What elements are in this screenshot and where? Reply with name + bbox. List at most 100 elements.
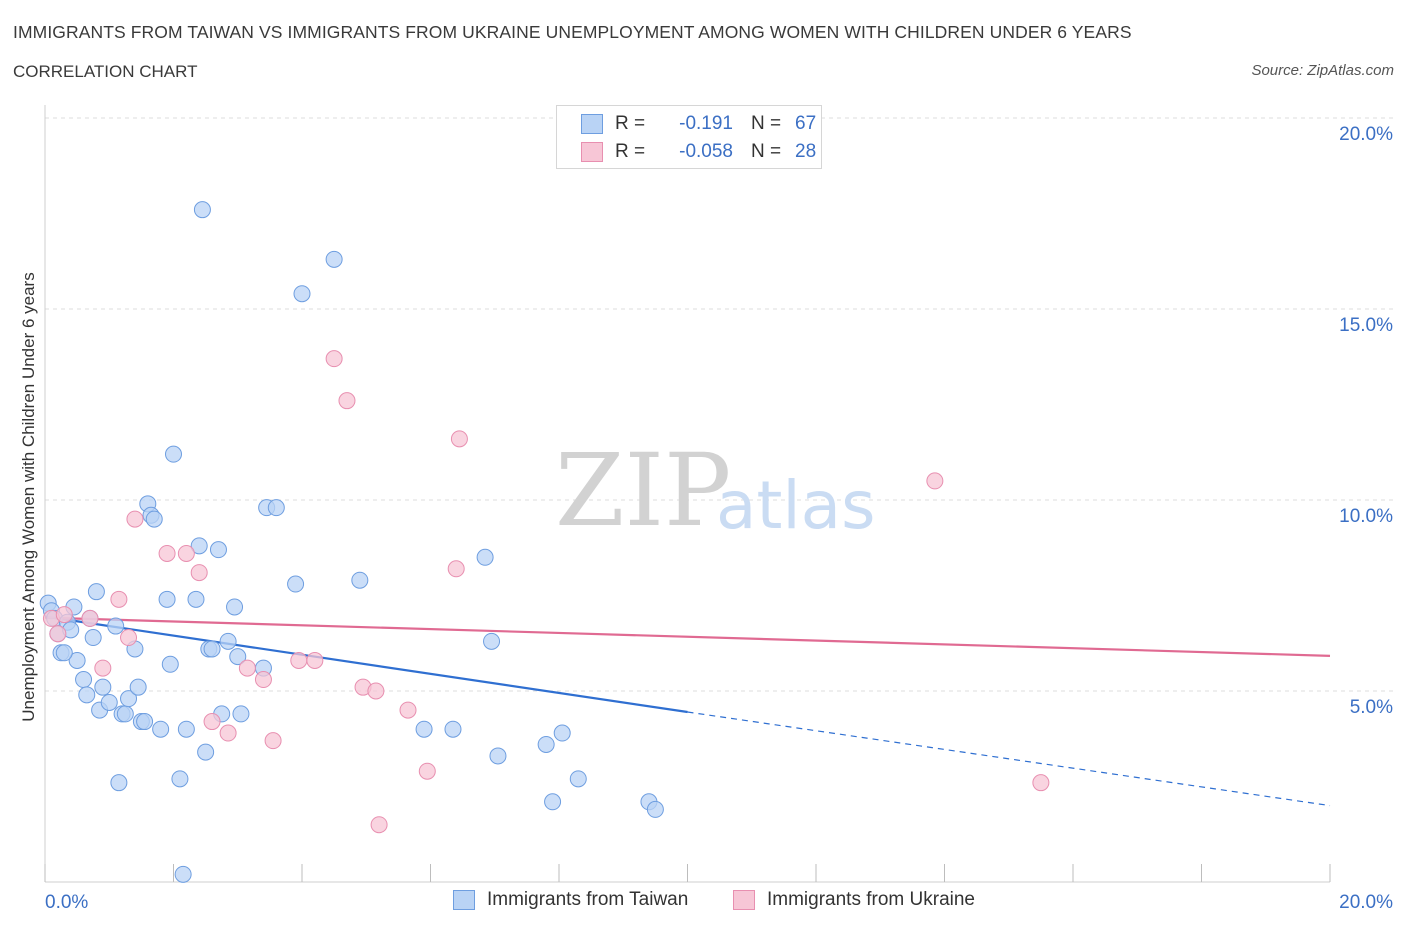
n-value: 67	[795, 113, 817, 134]
point-taiwan	[177, 720, 195, 738]
point-ukraine	[1032, 774, 1050, 792]
point-taiwan	[489, 747, 507, 765]
data-points	[39, 201, 1050, 883]
ukraine-swatch	[581, 142, 603, 162]
point-taiwan	[229, 648, 247, 666]
point-taiwan	[293, 285, 311, 303]
point-ukraine	[450, 430, 468, 448]
point-taiwan	[187, 590, 205, 608]
point-taiwan	[219, 632, 237, 650]
point-ukraine	[49, 625, 67, 643]
point-ukraine	[94, 659, 112, 677]
y-axis-label: Unemployment Among Women with Children U…	[19, 272, 38, 722]
point-ukraine	[203, 713, 221, 731]
point-taiwan	[287, 575, 305, 593]
point-taiwan	[78, 686, 96, 704]
point-taiwan	[646, 800, 664, 818]
point-ukraine	[306, 651, 324, 669]
trend-line-taiwan-extension	[687, 711, 1331, 807]
point-taiwan	[190, 537, 208, 555]
point-taiwan	[193, 201, 211, 219]
point-taiwan	[569, 770, 587, 788]
y-tick-label: 10.0%	[1339, 506, 1393, 527]
point-ukraine	[290, 651, 308, 669]
point-taiwan	[171, 770, 189, 788]
point-taiwan	[152, 720, 170, 738]
trend-line-ukraine	[44, 616, 1331, 657]
point-ukraine	[264, 732, 282, 750]
point-taiwan	[145, 510, 163, 528]
point-taiwan	[197, 743, 215, 761]
point-ukraine	[126, 510, 144, 528]
point-taiwan	[110, 774, 128, 792]
point-ukraine	[219, 724, 237, 742]
r-label: R =	[615, 113, 646, 134]
point-ukraine	[338, 392, 356, 410]
watermark-zip: ZIP	[555, 432, 731, 549]
point-taiwan	[94, 678, 112, 696]
point-taiwan	[267, 499, 285, 517]
chart-subtitle: CORRELATION CHART	[13, 62, 198, 81]
point-taiwan	[544, 793, 562, 811]
x-tick-label-min: 0.0%	[45, 892, 88, 913]
point-taiwan	[158, 590, 176, 608]
axes	[44, 105, 1331, 883]
point-ukraine	[158, 544, 176, 562]
point-ukraine	[325, 350, 343, 368]
point-ukraine	[55, 606, 73, 624]
trend-lines	[44, 615, 1331, 807]
point-ukraine	[177, 544, 195, 562]
point-ukraine	[926, 472, 944, 490]
source-credit: Source: ZipAtlas.com	[1251, 62, 1394, 79]
point-taiwan	[75, 671, 93, 689]
point-ukraine	[399, 701, 417, 719]
legend-label-ukraine: Immigrants from Ukraine	[767, 889, 975, 910]
trend-line-taiwan	[44, 615, 688, 714]
point-taiwan	[129, 678, 147, 696]
point-taiwan	[203, 640, 221, 658]
point-ukraine	[254, 671, 272, 689]
grid-lines	[45, 117, 1396, 692]
point-taiwan	[100, 693, 118, 711]
point-taiwan	[87, 583, 105, 601]
point-taiwan	[444, 720, 462, 738]
point-taiwan	[84, 629, 102, 647]
point-taiwan	[165, 445, 182, 463]
stats-row-ukraine: R = -0.058 N = 28	[581, 139, 816, 165]
point-ukraine	[447, 560, 465, 578]
point-taiwan	[209, 541, 227, 559]
point-ukraine	[367, 682, 385, 700]
point-taiwan	[537, 735, 555, 753]
point-ukraine	[81, 609, 99, 627]
point-taiwan	[232, 705, 250, 723]
legend-item-ukraine: Immigrants from Ukraine	[733, 889, 975, 911]
point-taiwan	[226, 598, 244, 616]
point-taiwan	[476, 548, 494, 566]
point-taiwan	[107, 617, 125, 635]
stats-row-taiwan: R = -0.191 N = 67	[581, 111, 816, 137]
point-taiwan	[161, 655, 179, 673]
legend-item-taiwan: Immigrants from Taiwan	[453, 889, 688, 911]
point-taiwan	[553, 724, 571, 742]
y-tick-label: 20.0%	[1339, 124, 1393, 145]
point-taiwan	[116, 705, 134, 723]
r-value: -0.191	[679, 113, 733, 134]
point-ukraine	[418, 762, 436, 780]
n-label: N =	[751, 113, 782, 134]
y-tick-label: 15.0%	[1339, 315, 1393, 336]
point-taiwan	[55, 644, 73, 662]
point-taiwan	[136, 713, 154, 731]
ukraine-legend-swatch	[733, 890, 755, 910]
point-ukraine	[370, 816, 388, 834]
point-ukraine	[120, 629, 138, 647]
tick-labels: 5.0% 10.0% 15.0% 20.0% 0.0% 20.0%	[45, 124, 1393, 913]
n-label: N =	[751, 141, 782, 162]
chart-title: IMMIGRANTS FROM TAIWAN VS IMMIGRANTS FRO…	[13, 22, 1132, 42]
r-label: R =	[615, 141, 646, 162]
legend-label-taiwan: Immigrants from Taiwan	[487, 889, 689, 910]
taiwan-legend-swatch	[453, 890, 475, 910]
x-tick-label-max: 20.0%	[1339, 892, 1393, 913]
r-value: -0.058	[679, 141, 733, 162]
point-ukraine	[238, 659, 256, 677]
